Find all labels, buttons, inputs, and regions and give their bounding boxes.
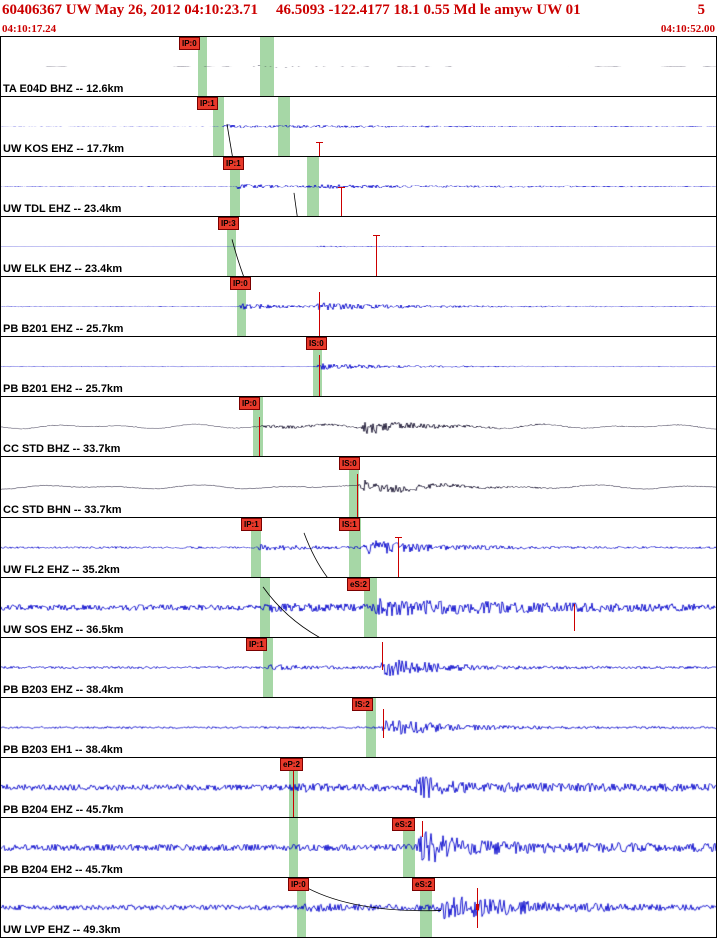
- trace-row[interactable]: IP:3 UW ELK EHZ -- 23.4km: [1, 217, 716, 278]
- waveform-canvas[interactable]: [1, 217, 716, 277]
- waveform-canvas[interactable]: [1, 337, 716, 397]
- pick-time-line[interactable]: [357, 474, 358, 517]
- travel-time-curve: [303, 532, 328, 577]
- station-label: UW ELK EHZ -- 23.4km: [3, 263, 123, 276]
- pick-time-line[interactable]: [383, 708, 384, 739]
- trace-row[interactable]: eS:2 UW SOS EHZ -- 36.5km: [1, 577, 716, 638]
- waveform-canvas[interactable]: [1, 397, 716, 457]
- station-label: UW KOS EHZ -- 17.7km: [3, 143, 125, 156]
- trace-row[interactable]: IP:0 CC STD BHZ -- 33.7km: [1, 397, 716, 458]
- phase-pick-flag[interactable]: IP:0: [179, 37, 200, 50]
- phase-pick-flag[interactable]: IP:1: [241, 517, 262, 531]
- pick-time-line[interactable]: [574, 604, 575, 631]
- pick-time-line[interactable]: [319, 142, 320, 157]
- trace-row[interactable]: IP:0 eS:2 UW LVP EHZ -- 49.3km: [1, 877, 716, 938]
- pick-time-line[interactable]: [319, 355, 320, 397]
- phase-pick-flag[interactable]: IP:0: [288, 877, 309, 891]
- pick-line-tick: [373, 235, 380, 237]
- travel-time-curve: [231, 239, 244, 277]
- phase-pick-flag[interactable]: IP:1: [197, 97, 218, 111]
- phase-pick-flag[interactable]: IS:0: [339, 457, 360, 471]
- station-label: PB B201 EH2 -- 25.7km: [3, 383, 123, 396]
- time-window-bar: 04:10:17.24 04:10:52.00: [0, 21, 717, 36]
- station-label: UW TDL EHZ -- 23.4km: [3, 203, 122, 216]
- header-count: 5: [697, 2, 706, 18]
- pick-time-line[interactable]: [422, 820, 423, 837]
- trace-row[interactable]: IS:0 PB B201 EH2 -- 25.7km: [1, 337, 716, 398]
- station-label: UW SOS EHZ -- 36.5km: [3, 623, 124, 636]
- trace-row[interactable]: IP:1 PB B203 EHZ -- 38.4km: [1, 637, 716, 698]
- pick-time-line[interactable]: [376, 235, 377, 277]
- waveform-canvas[interactable]: [1, 97, 716, 157]
- waveform-canvas[interactable]: [1, 817, 716, 877]
- event-location-magnitude: 46.5093 -122.4177 18.1 0.55 Md le amyw U…: [275, 2, 581, 18]
- event-id-origin-time: 60406367 UW May 26, 2012 04:10:23.71: [2, 2, 258, 18]
- phase-pick-flag[interactable]: eS:2: [347, 577, 370, 591]
- phase-pick-flag[interactable]: IS:0: [306, 337, 327, 351]
- phase-pick-flag[interactable]: IS:1: [339, 517, 360, 531]
- pick-time-line[interactable]: [293, 763, 294, 817]
- station-label: PB B204 EHZ -- 45.7km: [3, 803, 124, 816]
- window-start-time: 04:10:17.24: [2, 22, 57, 35]
- phase-pick-flag[interactable]: IS:2: [352, 697, 373, 711]
- trace-row[interactable]: IP:1 IS:1 UW FL2 EHZ -- 35.2km: [1, 517, 716, 578]
- trace-row[interactable]: IS:2 PB B203 EH1 -- 38.4km: [1, 697, 716, 758]
- pick-line-tick: [316, 142, 323, 144]
- waveform-canvas[interactable]: [1, 637, 716, 697]
- station-label: PB B203 EH1 -- 38.4km: [3, 743, 123, 756]
- station-label: CC STD BHZ -- 33.7km: [3, 443, 121, 456]
- station-label: PB B203 EHZ -- 38.4km: [3, 683, 124, 696]
- trace-row[interactable]: eS:2 PB B204 EH2 -- 45.7km: [1, 817, 716, 878]
- window-end-time: 04:10:52.00: [660, 22, 715, 35]
- travel-time-curve: [301, 884, 442, 911]
- pick-time-line[interactable]: [398, 537, 399, 577]
- waveform-canvas[interactable]: [1, 37, 716, 97]
- station-label: PB B201 EHZ -- 25.7km: [3, 323, 124, 336]
- waveform-canvas[interactable]: [1, 757, 716, 817]
- pick-time-line[interactable]: [341, 187, 342, 217]
- pick-time-line[interactable]: [259, 416, 260, 457]
- pick-amplitude-dot: [476, 904, 479, 911]
- phase-pick-flag[interactable]: IP:0: [239, 397, 260, 411]
- trace-row[interactable]: IS:0 CC STD BHN -- 33.7km: [1, 457, 716, 518]
- phase-pick-flag[interactable]: eS:2: [392, 817, 415, 831]
- waveform-canvas[interactable]: [1, 157, 716, 217]
- event-header: 60406367 UW May 26, 2012 04:10:23.71 46.…: [0, 0, 717, 21]
- trace-row[interactable]: eP:2 PB B204 EHZ -- 45.7km: [1, 757, 716, 818]
- travel-time-curve: [262, 586, 320, 637]
- waveform-canvas[interactable]: [1, 277, 716, 337]
- trace-row[interactable]: IP:0 PB B201 EHZ -- 25.7km: [1, 277, 716, 338]
- station-label: PB B204 EH2 -- 45.7km: [3, 863, 123, 876]
- trace-row[interactable]: IP:1 UW KOS EHZ -- 17.7km: [1, 97, 716, 158]
- phase-pick-flag[interactable]: IP:1: [246, 637, 267, 651]
- pick-line-tick: [338, 187, 345, 189]
- trace-row[interactable]: IP:1 UW TDL EHZ -- 23.4km: [1, 157, 716, 218]
- pick-line-tick: [395, 537, 402, 539]
- phase-pick-flag[interactable]: eS:2: [412, 877, 435, 891]
- waveform-canvas[interactable]: [1, 877, 716, 937]
- trace-list: IP:0 TA E04D BHZ -- 12.6km IP:1 UW KOS EHZ …: [0, 36, 717, 938]
- station-label: CC STD BHN -- 33.7km: [3, 503, 122, 516]
- phase-pick-flag[interactable]: IP:1: [223, 157, 244, 171]
- trace-row[interactable]: IP:0 TA E04D BHZ -- 12.6km: [1, 37, 716, 98]
- pick-time-line[interactable]: [319, 291, 320, 337]
- phase-pick-flag[interactable]: IP:3: [218, 217, 239, 231]
- phase-pick-flag[interactable]: IP:0: [230, 277, 251, 291]
- station-label: UW FL2 EHZ -- 35.2km: [3, 563, 120, 576]
- pick-time-line[interactable]: [382, 641, 383, 671]
- phase-pick-flag[interactable]: eP:2: [280, 757, 303, 771]
- station-label: TA E04D BHZ -- 12.6km: [3, 83, 124, 96]
- station-label: UW LVP EHZ -- 49.3km: [3, 923, 121, 936]
